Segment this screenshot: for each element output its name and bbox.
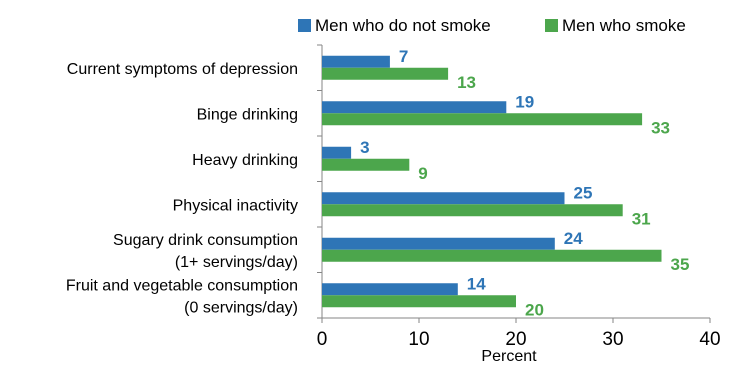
bar-non-smokers [322, 101, 507, 114]
legend-label: Men who smoke [562, 16, 686, 35]
data-label: 14 [467, 274, 486, 293]
data-label: 20 [525, 300, 544, 319]
bar-smokers [322, 67, 449, 80]
bar-smokers [322, 113, 643, 126]
bar-non-smokers [322, 146, 352, 159]
x-axis-title: Percent [481, 348, 537, 365]
bar-smokers [322, 295, 516, 308]
category-label: Physical inactivity [173, 197, 298, 214]
category-label: Fruit and vegetable consumption [66, 277, 298, 294]
legend-swatch [298, 19, 311, 32]
data-label: 7 [399, 47, 408, 66]
data-label: 3 [360, 138, 369, 157]
data-label: 19 [515, 92, 534, 111]
category-label: Current symptoms of depression [67, 61, 298, 78]
bar-smokers [322, 249, 662, 262]
category-label: Heavy drinking [192, 152, 298, 169]
bar-non-smokers [322, 55, 390, 68]
category-label: Binge drinking [197, 106, 298, 123]
data-label: 35 [671, 255, 690, 274]
category-label: Sugary drink consumption [113, 232, 298, 249]
data-label: 9 [418, 164, 427, 183]
x-tick-label: 0 [317, 329, 328, 350]
data-label: 24 [564, 229, 583, 248]
data-label: 31 [632, 209, 651, 228]
x-tick-label: 10 [408, 329, 429, 350]
legend-swatch [545, 19, 558, 32]
bar-smokers [322, 158, 410, 171]
x-tick-label: 30 [602, 329, 623, 350]
legend-label: Men who do not smoke [315, 16, 491, 35]
bar-non-smokers [322, 237, 555, 250]
bar-non-smokers [322, 192, 565, 205]
data-label: 33 [651, 118, 670, 137]
x-tick-label: 20 [505, 329, 526, 350]
data-label: 25 [574, 183, 593, 202]
bar-smokers [322, 204, 623, 217]
category-label: (0 servings/day) [184, 299, 298, 316]
data-label: 13 [457, 73, 476, 92]
category-label: (1+ servings/day) [175, 254, 298, 271]
x-tick-label: 40 [699, 329, 720, 350]
bar-non-smokers [322, 283, 458, 296]
